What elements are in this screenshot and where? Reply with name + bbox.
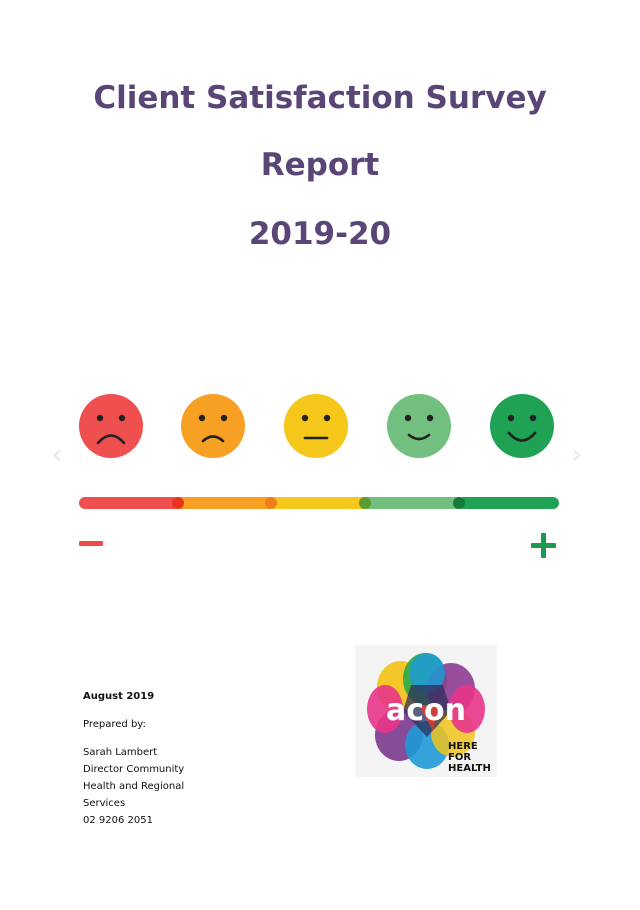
author-phone: 02 9206 2051 [83, 815, 153, 826]
prepared-by-label: Prepared by: [83, 719, 146, 730]
satisfaction-faces-row [79, 394, 554, 458]
author-role-line-1: Director Community [83, 764, 185, 775]
report-title-line-2: Report [260, 147, 380, 183]
prepared-by-block: August 2019 Prepared by: Sarah Lambert D… [83, 688, 303, 829]
report-date: August 2019 [83, 691, 155, 702]
logo-tagline-line-3: HEALTH [448, 763, 491, 774]
acon-logo: acon HERE FOR HEALTH [355, 645, 497, 777]
very-sad-face-icon [79, 394, 143, 458]
smiling-face-icon [387, 394, 451, 458]
acon-logo-graphic: acon HERE FOR HEALTH [367, 653, 491, 774]
neutral-face-icon [284, 394, 348, 458]
chevron-right-icon: › [571, 440, 583, 470]
scale-marker-1 [172, 497, 184, 509]
satisfaction-scale-bar [79, 497, 559, 509]
author-role-line-3: Services [83, 798, 126, 809]
author-name: Sarah Lambert [83, 747, 158, 758]
plus-icon-vertical [541, 533, 546, 558]
scale-marker-3 [359, 497, 371, 509]
logo-tagline-line-1: HERE [448, 741, 478, 752]
report-title-year: 2019-20 [248, 216, 392, 252]
chevron-left-icon: ‹ [51, 440, 63, 470]
logo-tagline-line-2: FOR [448, 752, 471, 763]
minus-icon [79, 541, 103, 546]
scale-marker-4 [453, 497, 465, 509]
sad-face-icon [181, 394, 245, 458]
acon-wordmark: acon [386, 693, 466, 728]
report-title-line-1: Client Satisfaction Survey [93, 80, 547, 116]
scale-marker-2 [265, 497, 277, 509]
author-role-line-2: Health and Regional [83, 781, 185, 792]
happy-face-icon [490, 394, 554, 458]
